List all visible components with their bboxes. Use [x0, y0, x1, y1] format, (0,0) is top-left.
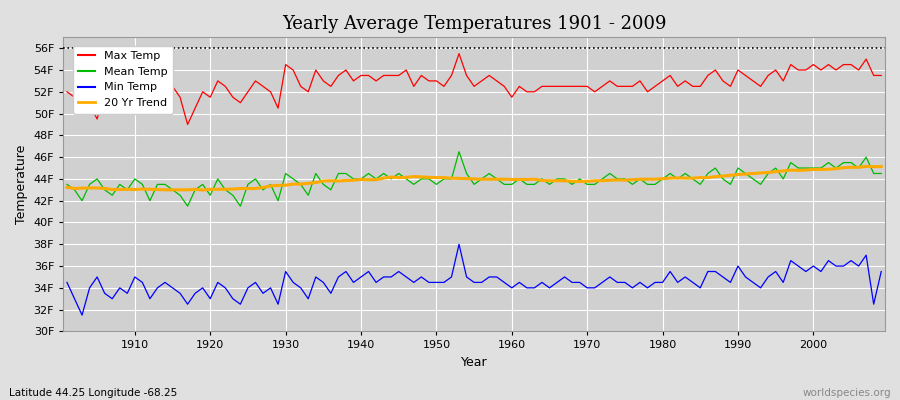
Title: Yearly Average Temperatures 1901 - 2009: Yearly Average Temperatures 1901 - 2009	[282, 15, 666, 33]
Text: worldspecies.org: worldspecies.org	[803, 388, 891, 398]
Legend: Max Temp, Mean Temp, Min Temp, 20 Yr Trend: Max Temp, Mean Temp, Min Temp, 20 Yr Tre…	[73, 46, 173, 114]
Text: Latitude 44.25 Longitude -68.25: Latitude 44.25 Longitude -68.25	[9, 388, 177, 398]
Y-axis label: Temperature: Temperature	[15, 145, 28, 224]
X-axis label: Year: Year	[461, 356, 488, 369]
